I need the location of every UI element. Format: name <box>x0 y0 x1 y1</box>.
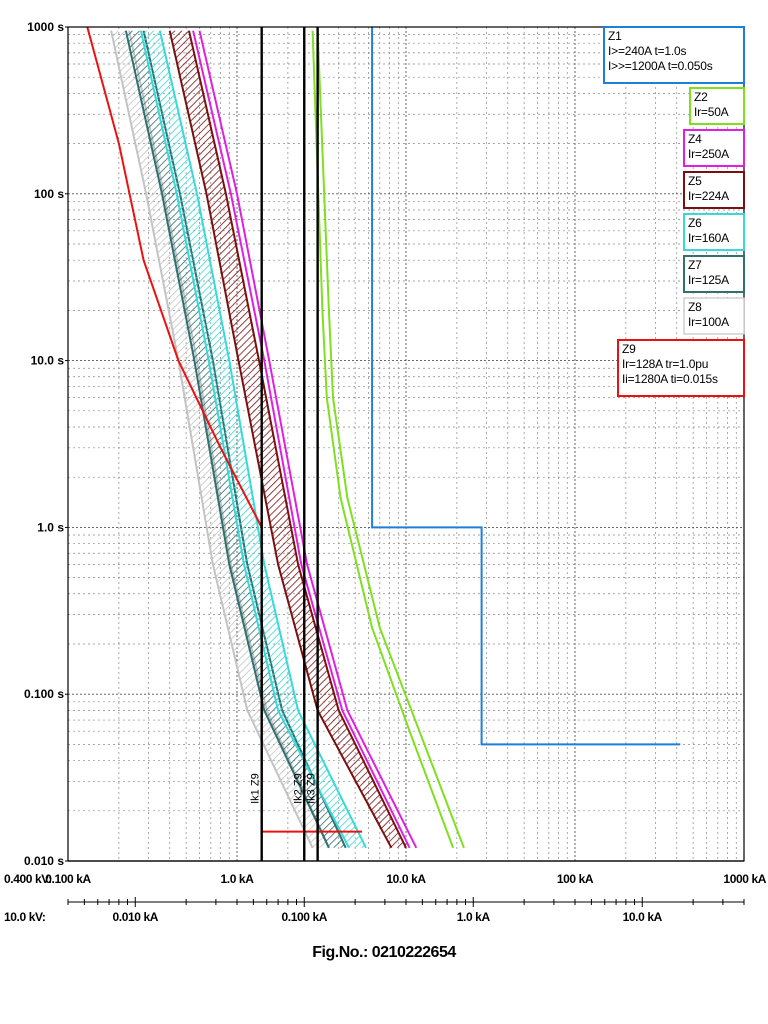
x-tick-label-secondary: 0.100 kA <box>281 910 327 924</box>
band-fill-z5 <box>169 30 406 848</box>
band-upper-z6 <box>158 30 367 849</box>
figure-number: Fig.No.: 0210222654 <box>312 944 456 961</box>
legend-line: Z9 <box>622 342 636 356</box>
legend-box-z7 <box>683 255 745 293</box>
legend-line: Z7 <box>688 258 702 272</box>
x-tick-label-primary: 10.0 kA <box>386 872 426 886</box>
legend-line: I>=240A t=1.0s <box>608 44 686 58</box>
legend-line: Z6 <box>688 216 702 230</box>
legend-line: Ir=160A <box>688 231 729 245</box>
y-tick-label: 10.0 s <box>31 354 65 368</box>
x-tick-label-secondary: 0.010 kA <box>112 910 158 924</box>
legend-line: Ii=1280A ti=0.015s <box>622 372 718 386</box>
legend-item-z1: Z1I>=240A t=1.0sI>>=1200A t=0.050s <box>603 26 745 84</box>
series-bands <box>86 27 681 849</box>
legend-box-z1 <box>603 26 745 84</box>
band-upper-z5 <box>188 30 407 849</box>
x-tick-label-primary: 1000 kA <box>723 872 766 886</box>
legend-line: Ir=128A tr=1.0pu <box>622 357 708 371</box>
y-axis-labels: 1000 s 100 s 10.0 s 1.0 s 0.100 s 0.010 s <box>24 20 68 868</box>
x-axes: 0.400 kV:0.100 kA 1.0 kA 10.0 kA 100 kA 1000… <box>4 860 767 924</box>
y-tick-label: 100 s <box>34 187 64 201</box>
legend-box-z5 <box>683 171 745 209</box>
band-upper-z4 <box>198 30 418 849</box>
legend-box-z9 <box>617 339 745 397</box>
x-tick-label-primary: 1.0 kA <box>221 872 255 886</box>
band-lower-z2 <box>311 30 455 849</box>
ref-line-label-1: Ik1 Z9 <box>250 773 262 804</box>
legend-line: Z5 <box>688 174 702 188</box>
legend-line: Ir=100A <box>688 315 729 329</box>
band-fill-z8 <box>111 30 329 848</box>
legend-line: I>>=1200A t=0.050s <box>608 59 713 73</box>
band-fill-z6 <box>140 30 366 848</box>
x-tick-label-primary: 100 kA <box>557 872 594 886</box>
legend-line: Z8 <box>688 300 702 314</box>
legend-line: Ir=224A <box>688 189 729 203</box>
ref-line-label-2: Ik2 Z9 <box>292 773 304 804</box>
legend-box-z4 <box>683 129 745 167</box>
legend-line: Ir=250A <box>688 147 729 161</box>
reference-lines: Ik1 Z9 Ik2 Z9 Ik3 Z9 <box>250 27 319 861</box>
x-axis-secondary-voltage: 10.0 kV: <box>4 910 46 924</box>
y-tick-label: 1000 s <box>27 20 64 34</box>
curve-z1 <box>371 27 681 746</box>
band-lower-z4 <box>192 30 411 849</box>
series-z6 <box>139 30 367 849</box>
series-z2 <box>311 30 465 849</box>
y-tick-label: 1.0 s <box>37 520 64 534</box>
legend-line: Ir=50A <box>694 105 729 119</box>
x-tick-label-primary: 0.100 kA <box>45 872 91 886</box>
series-z1 <box>371 27 681 746</box>
band-lower-z8 <box>110 30 314 849</box>
y-tick-label: 0.100 s <box>24 687 64 701</box>
legend-box-z6 <box>683 213 745 251</box>
legend-line: Ir=125A <box>688 273 729 287</box>
series-z5 <box>168 30 407 849</box>
legend-box-z2 <box>689 87 745 125</box>
legend-line: Z4 <box>688 132 702 146</box>
band-lower-z5 <box>168 30 393 849</box>
band-fill-z7 <box>125 30 346 848</box>
band-upper-z2 <box>316 30 465 849</box>
legend-line: Z1 <box>608 29 622 43</box>
x-tick-label-secondary: 1.0 kA <box>457 910 491 924</box>
x-axis-primary-voltage: 0.400 kV: <box>4 872 52 886</box>
series-z4 <box>192 30 418 849</box>
legend-box-z8 <box>683 297 745 335</box>
band-lower-z7 <box>124 30 330 849</box>
ref-line-label-3: Ik3 Z9 <box>306 773 318 804</box>
legend: Z1I>=240A t=1.0sI>>=1200A t=0.050sZ2Ir=5… <box>603 26 745 397</box>
band-lower-z6 <box>139 30 350 849</box>
y-tick-label: 0.010 s <box>24 854 64 868</box>
x-tick-label-secondary: 10.0 kA <box>623 910 663 924</box>
legend-line: Z2 <box>694 90 708 104</box>
